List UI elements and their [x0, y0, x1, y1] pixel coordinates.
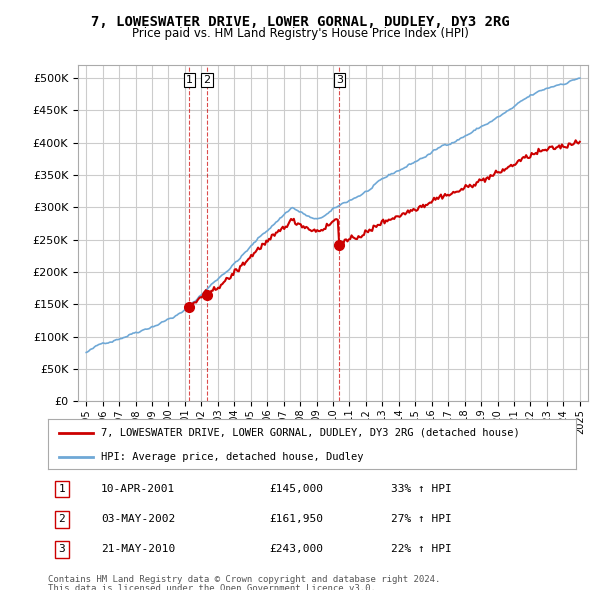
Text: 7, LOWESWATER DRIVE, LOWER GORNAL, DUDLEY, DY3 2RG (detached house): 7, LOWESWATER DRIVE, LOWER GORNAL, DUDLE… — [101, 428, 520, 438]
Text: 3: 3 — [59, 545, 65, 555]
Text: £161,950: £161,950 — [270, 514, 324, 524]
Text: 1: 1 — [59, 484, 65, 494]
Text: 10-APR-2001: 10-APR-2001 — [101, 484, 175, 494]
Text: This data is licensed under the Open Government Licence v3.0.: This data is licensed under the Open Gov… — [48, 584, 376, 590]
Text: 33% ↑ HPI: 33% ↑ HPI — [391, 484, 452, 494]
Text: Contains HM Land Registry data © Crown copyright and database right 2024.: Contains HM Land Registry data © Crown c… — [48, 575, 440, 584]
Text: £243,000: £243,000 — [270, 545, 324, 555]
Text: 7, LOWESWATER DRIVE, LOWER GORNAL, DUDLEY, DY3 2RG: 7, LOWESWATER DRIVE, LOWER GORNAL, DUDLE… — [91, 15, 509, 29]
Text: Price paid vs. HM Land Registry's House Price Index (HPI): Price paid vs. HM Land Registry's House … — [131, 27, 469, 40]
Text: 03-MAY-2002: 03-MAY-2002 — [101, 514, 175, 524]
Text: 27% ↑ HPI: 27% ↑ HPI — [391, 514, 452, 524]
Text: 2: 2 — [59, 514, 65, 524]
Text: 3: 3 — [336, 75, 343, 85]
Text: 2: 2 — [203, 75, 211, 85]
Text: 21-MAY-2010: 21-MAY-2010 — [101, 545, 175, 555]
Text: 1: 1 — [186, 75, 193, 85]
Text: 22% ↑ HPI: 22% ↑ HPI — [391, 545, 452, 555]
Text: HPI: Average price, detached house, Dudley: HPI: Average price, detached house, Dudl… — [101, 451, 364, 461]
Text: £145,000: £145,000 — [270, 484, 324, 494]
